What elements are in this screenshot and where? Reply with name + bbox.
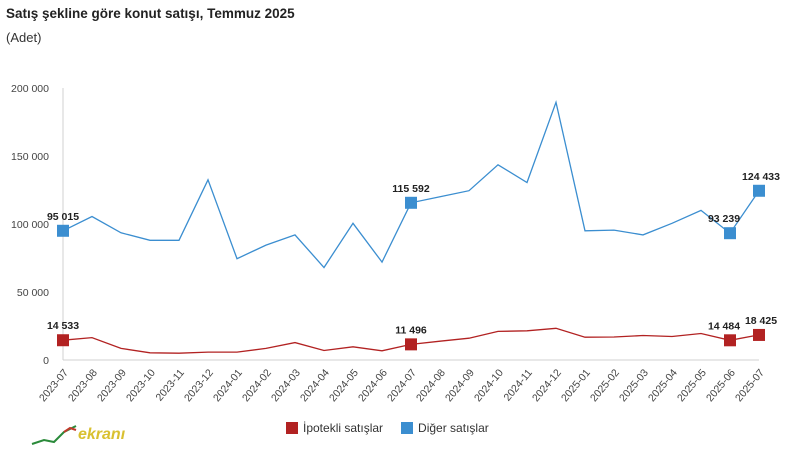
data-point-ipotekli — [724, 334, 736, 347]
data-label-ipotekli: 18 425 — [745, 315, 777, 327]
x-tick-label: 2024-02 — [240, 367, 274, 404]
data-label-diger: 95 015 — [47, 211, 79, 223]
y-tick-label: 50 000 — [17, 287, 49, 299]
x-tick-label: 2025-05 — [675, 367, 709, 404]
data-point-ipotekli — [57, 334, 69, 347]
x-tick-label: 2024-03 — [269, 367, 303, 404]
x-tick-label: 2024-05 — [327, 367, 361, 404]
y-tick-label: 100 000 — [11, 219, 49, 231]
x-tick-label: 2025-07 — [733, 367, 767, 404]
x-tick-label: 2024-01 — [211, 367, 245, 404]
x-tick-label: 2024-11 — [501, 367, 535, 404]
legend-item-ipotekli[interactable]: İpotekli satışlar — [286, 421, 383, 435]
logo-text: ekranı — [78, 426, 126, 443]
x-tick-label: 2023-08 — [66, 367, 100, 404]
data-point-ipotekli — [405, 338, 417, 351]
legend-label-diger: Diğer satışlar — [418, 421, 489, 435]
x-tick-label: 2025-01 — [559, 367, 593, 404]
x-tick-label: 2023-09 — [95, 367, 129, 404]
x-tick-label: 2025-06 — [704, 367, 738, 404]
legend-label-ipotekli: İpotekli satışlar — [303, 421, 384, 435]
data-label-diger: 124 433 — [742, 171, 780, 183]
legend-swatch-diger — [401, 422, 414, 434]
data-label-ipotekli: 11 496 — [395, 324, 427, 336]
data-point-diger — [724, 227, 736, 240]
x-tick-label: 2024-04 — [298, 367, 332, 404]
x-tick-label: 2024-06 — [356, 367, 390, 404]
x-tick-label: 2023-10 — [124, 367, 158, 404]
chart-subtitle: (Adet) — [6, 30, 42, 45]
x-tick-label: 2023-11 — [153, 367, 187, 404]
x-tick-label: 2024-12 — [530, 367, 564, 404]
legend-item-diger[interactable]: Diğer satışlar — [401, 421, 489, 435]
x-tick-label: 2024-10 — [472, 367, 506, 404]
chart-title: Satış şekline göre konut satışı, Temmuz … — [6, 6, 295, 21]
x-tick-label: 2025-03 — [617, 367, 651, 404]
x-tick-label: 2024-08 — [414, 367, 448, 404]
data-point-diger — [405, 196, 417, 209]
logo-sparkline-icon — [31, 425, 77, 445]
x-tick-label: 2025-02 — [588, 367, 622, 404]
data-label-ipotekli: 14 533 — [47, 320, 79, 332]
x-tick-label: 2023-12 — [182, 367, 216, 404]
y-tick-label: 0 — [43, 355, 49, 367]
data-point-ipotekli — [753, 328, 765, 341]
y-tick-label: 150 000 — [11, 151, 49, 163]
x-tick-label: 2023-07 — [37, 367, 71, 404]
data-label-diger: 115 592 — [392, 183, 430, 195]
y-tick-label: 200 000 — [11, 83, 49, 95]
data-label-diger: 93 239 — [708, 213, 740, 225]
brand-logo: ekranı — [22, 418, 142, 448]
data-label-ipotekli: 14 484 — [708, 320, 740, 332]
x-tick-label: 2025-04 — [646, 367, 680, 404]
data-point-diger — [57, 224, 69, 237]
data-point-diger — [753, 184, 765, 197]
legend-swatch-ipotekli — [286, 422, 298, 434]
x-tick-label: 2024-07 — [385, 367, 419, 404]
legend: İpotekli satışlar Diğer satışlar — [286, 421, 507, 435]
x-tick-label: 2024-09 — [443, 367, 477, 404]
